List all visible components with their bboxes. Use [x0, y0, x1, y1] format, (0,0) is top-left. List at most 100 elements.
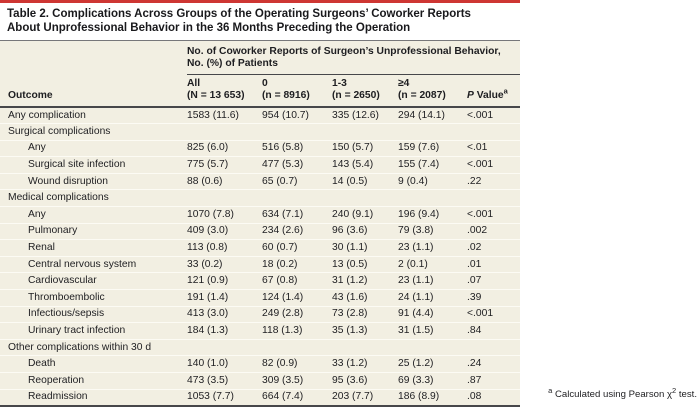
- section-label: Surgical complications: [0, 123, 521, 141]
- red-top-rule: [0, 0, 520, 3]
- header-span-row: Outcome No. of Coworker Reports of Surge…: [0, 41, 521, 108]
- cell-value: 159 (7.6): [398, 140, 467, 158]
- row-label: Cardiovascular: [0, 272, 187, 291]
- footnote-text-pre: Calculated using Pearson χ: [552, 389, 673, 400]
- row-label: Thromboembolic: [0, 289, 187, 307]
- row-label: Any: [0, 140, 187, 158]
- cell-value: 1583 (11.6): [187, 107, 262, 125]
- cell-pvalue: .87: [467, 372, 521, 390]
- cell-pvalue: <.001: [467, 206, 521, 224]
- cell-pvalue: .08: [467, 389, 521, 407]
- cell-value: 91 (4.4): [398, 306, 467, 324]
- cell-value: 775 (5.7): [187, 156, 262, 174]
- section-row-surgical: Surgical complications: [0, 123, 521, 141]
- column-header-ge4: ≥4 (n = 2087): [398, 74, 467, 108]
- table-row-reoperation: Reoperation 473 (3.5) 309 (3.5) 95 (3.6)…: [0, 372, 521, 390]
- cell-value: 140 (1.0): [187, 355, 262, 373]
- table-row-central-nervous-system: Central nervous system 33 (0.2) 18 (0.2)…: [0, 256, 521, 274]
- cell-value: 67 (0.8): [262, 272, 332, 291]
- section-label: Other complications within 30 d: [0, 339, 521, 357]
- cell-value: 113 (0.8): [187, 239, 262, 257]
- span-header-line2: No. (%) of Patients: [187, 58, 278, 69]
- cell-value: 294 (14.1): [398, 107, 467, 125]
- span-column-header: No. of Coworker Reports of Surgeon’s Unp…: [187, 41, 521, 75]
- row-label: Surgical site infection: [0, 156, 187, 174]
- col-all-line2: (N = 13 653): [187, 90, 245, 101]
- cell-value: 24 (1.1): [398, 289, 467, 307]
- table2-card: Table 2. Complications Across Groups of …: [0, 0, 521, 407]
- cell-value: 33 (1.2): [332, 355, 398, 373]
- cell-value: 825 (6.0): [187, 140, 262, 158]
- row-label: Wound disruption: [0, 173, 187, 191]
- cell-value: 13 (0.5): [332, 256, 398, 274]
- footnote-text-post: test.: [676, 389, 697, 400]
- cell-value: 473 (3.5): [187, 372, 262, 390]
- cell-value: 79 (3.8): [398, 223, 467, 241]
- cell-value: 2 (0.1): [398, 256, 467, 274]
- table-row-cardiovascular: Cardiovascular 121 (0.9) 67 (0.8) 31 (1.…: [0, 272, 521, 291]
- section-row-other-30d: Other complications within 30 d: [0, 339, 521, 357]
- cell-value: 25 (1.2): [398, 355, 467, 373]
- cell-value: 309 (3.5): [262, 372, 332, 390]
- col-ge4-line1: ≥4: [398, 78, 410, 89]
- cell-value: 184 (1.3): [187, 322, 262, 340]
- col-13-line1: 1-3: [332, 78, 347, 89]
- cell-value: 143 (5.4): [332, 156, 398, 174]
- cell-value: 35 (1.3): [332, 322, 398, 340]
- cell-pvalue: .22: [467, 173, 521, 191]
- row-label: Any complication: [0, 107, 187, 125]
- table-row-pulmonary: Pulmonary 409 (3.0) 234 (2.6) 96 (3.6) 7…: [0, 223, 521, 241]
- cell-value: 82 (0.9): [262, 355, 332, 373]
- cell-pvalue: .39: [467, 289, 521, 307]
- column-header-0: 0 (n = 8916): [262, 74, 332, 108]
- table-title: Table 2. Complications Across Groups of …: [0, 3, 520, 41]
- cell-value: 186 (8.9): [398, 389, 467, 407]
- span-header-line1: No. of Coworker Reports of Surgeon’s Unp…: [187, 46, 501, 57]
- cell-value: 60 (0.7): [262, 239, 332, 257]
- table-row-any-complication: Any complication 1583 (11.6) 954 (10.7) …: [0, 107, 521, 125]
- row-label: Central nervous system: [0, 256, 187, 274]
- col-13-line2: (n = 2650): [332, 90, 380, 101]
- cell-pvalue: .002: [467, 223, 521, 241]
- column-header-all: All (N = 13 653): [187, 74, 262, 108]
- cell-value: 234 (2.6): [262, 223, 332, 241]
- cell-value: 65 (0.7): [262, 173, 332, 191]
- cell-value: 409 (3.0): [187, 223, 262, 241]
- table-row-death: Death 140 (1.0) 82 (0.9) 33 (1.2) 25 (1.…: [0, 355, 521, 373]
- cell-value: 191 (1.4): [187, 289, 262, 307]
- cell-value: 33 (0.2): [187, 256, 262, 274]
- row-label: Pulmonary: [0, 223, 187, 241]
- footnote-marker: a: [548, 385, 553, 395]
- cell-value: 634 (7.1): [262, 206, 332, 224]
- cell-value: 477 (5.3): [262, 156, 332, 174]
- cell-value: 1053 (7.7): [187, 389, 262, 407]
- cell-value: 516 (5.8): [262, 140, 332, 158]
- cell-value: 31 (1.5): [398, 322, 467, 340]
- cell-value: 413 (3.0): [187, 306, 262, 324]
- table-title-line2: About Unprofessional Behavior in the 36 …: [7, 22, 411, 34]
- cell-value: 14 (0.5): [332, 173, 398, 191]
- cell-value: 23 (1.1): [398, 272, 467, 291]
- column-header-pvalue: P Valuea: [467, 74, 521, 108]
- footnote-chi-exponent: 2: [672, 385, 677, 395]
- col-ge4-line2: (n = 2087): [398, 90, 446, 101]
- column-header-1-3: 1-3 (n = 2650): [332, 74, 398, 108]
- pvalue-footnote-marker: a: [503, 86, 508, 96]
- cell-value: 43 (1.6): [332, 289, 398, 307]
- table-row-urinary-tract-infection: Urinary tract infection 184 (1.3) 118 (1…: [0, 322, 521, 340]
- cell-value: 1070 (7.8): [187, 206, 262, 224]
- row-label: Reoperation: [0, 372, 187, 390]
- cell-value: 30 (1.1): [332, 239, 398, 257]
- pvalue-p: P: [467, 90, 474, 101]
- cell-value: 664 (7.4): [262, 389, 332, 407]
- cell-value: 335 (12.6): [332, 107, 398, 125]
- row-label: Infectious/sepsis: [0, 306, 187, 324]
- table-row-infectious-sepsis: Infectious/sepsis 413 (3.0) 249 (2.8) 73…: [0, 306, 521, 324]
- table-header: Outcome No. of Coworker Reports of Surge…: [0, 41, 521, 108]
- cell-pvalue: <.01: [467, 140, 521, 158]
- cell-value: 95 (3.6): [332, 372, 398, 390]
- table-row-renal: Renal 113 (0.8) 60 (0.7) 30 (1.1) 23 (1.…: [0, 239, 521, 257]
- row-label: Any: [0, 206, 187, 224]
- col-0-line1: 0: [262, 78, 268, 89]
- cell-pvalue: <.001: [467, 306, 521, 324]
